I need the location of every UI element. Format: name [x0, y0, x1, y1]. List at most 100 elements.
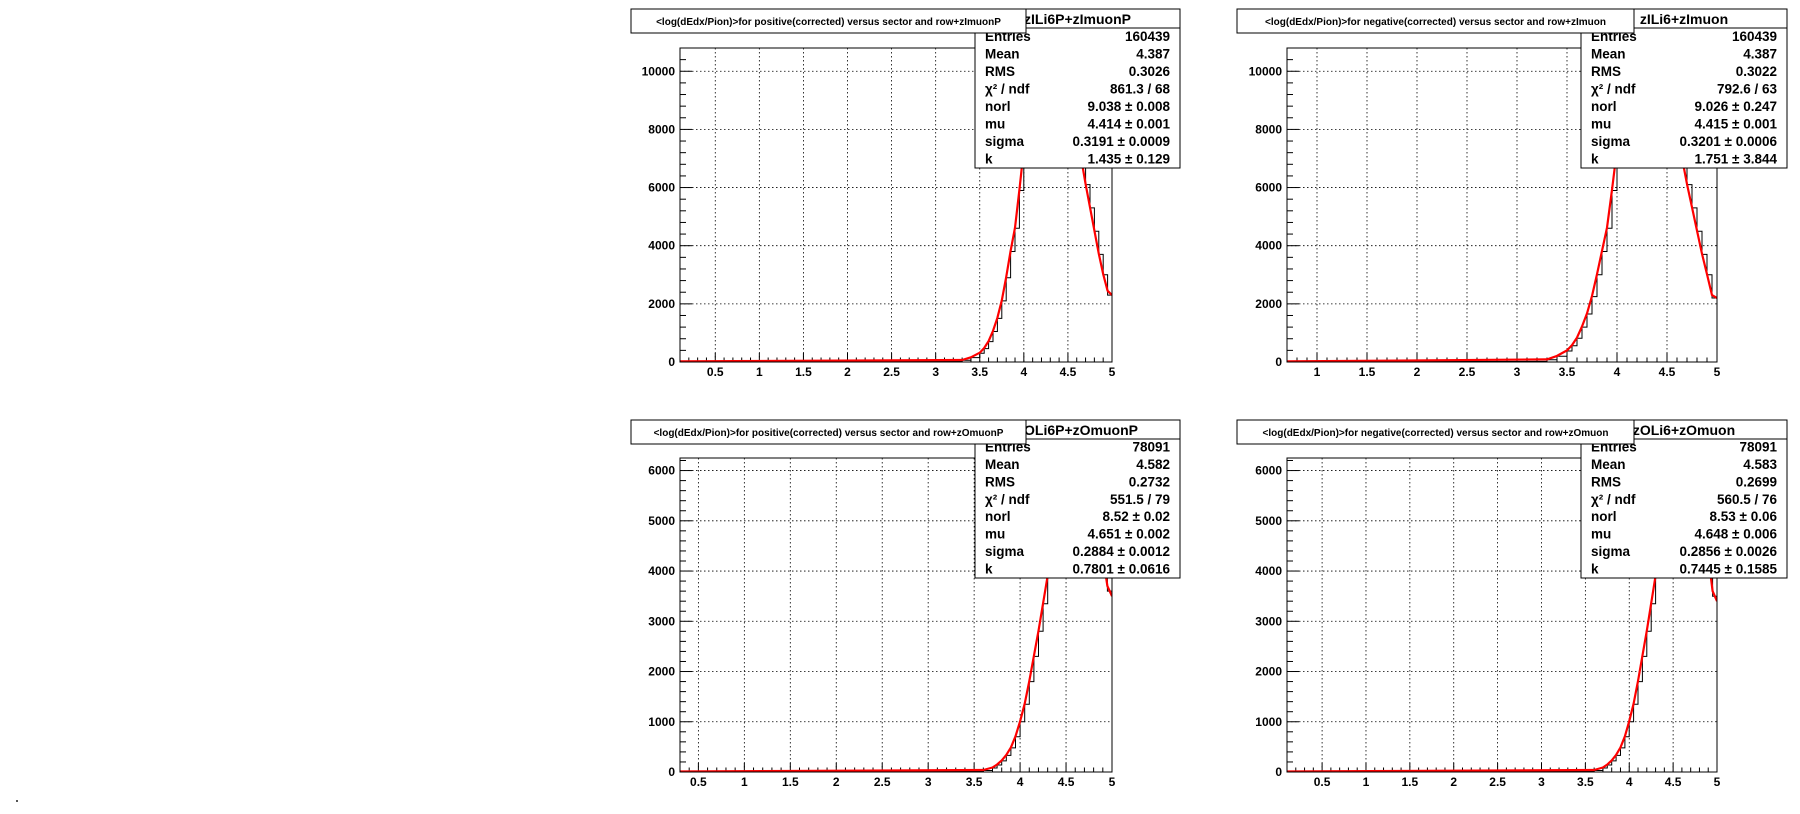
- stats-label: χ² / ndf: [985, 492, 1030, 507]
- chart-title: <log(dEdx/Pion)>for positive(corrected) …: [654, 428, 1004, 439]
- x-tick-label: 3.5: [966, 775, 983, 789]
- stats-value: 560.5 / 76: [1717, 492, 1778, 507]
- stats-label: norl: [1591, 509, 1617, 524]
- x-tick-label: 4.5: [1058, 775, 1075, 789]
- stats-label: RMS: [1591, 64, 1621, 79]
- stats-value: 4.415 ± 0.001: [1695, 116, 1778, 131]
- stats-label: mu: [1591, 527, 1611, 542]
- stats-value: 0.3022: [1736, 64, 1777, 79]
- x-tick-label: 1: [741, 775, 748, 789]
- x-tick-label: 2.5: [874, 775, 891, 789]
- x-tick-label: 4: [1614, 365, 1621, 379]
- chart-panel-4: 0.5 1 1.5 2 2.5 3 3.5 4 4.5 5 0 1000 2000 3000 4000 500…: [1236, 419, 1788, 789]
- stats-value: 9.038 ± 0.008: [1088, 99, 1171, 114]
- y-tick-label: 6000: [648, 464, 675, 478]
- stats-label: χ² / ndf: [1591, 81, 1636, 96]
- canvas-corner-mark: [16, 800, 18, 802]
- title-box: [630, 419, 1027, 445]
- stats-label: RMS: [1591, 474, 1621, 489]
- stats-label: mu: [985, 116, 1005, 131]
- x-tick-label: 5: [1109, 775, 1116, 789]
- y-tick-label: 1000: [648, 715, 675, 729]
- stats-value: 160439: [1732, 29, 1777, 44]
- x-tick-label: 5: [1109, 365, 1116, 379]
- stats-value: 78091: [1739, 440, 1777, 455]
- x-tick-label: 0.5: [707, 365, 724, 379]
- y-tick-label: 4000: [1255, 564, 1282, 578]
- plot-frame: [679, 457, 1113, 773]
- stats-value: 4.387: [1743, 46, 1777, 61]
- stats-value: 0.7445 ± 0.1585: [1680, 561, 1778, 576]
- y-tick-label: 6000: [648, 181, 675, 195]
- stats-label: RMS: [985, 474, 1015, 489]
- stats-label: sigma: [985, 134, 1025, 149]
- stats-value: 0.3191 ± 0.0009: [1073, 134, 1171, 149]
- x-tick-label: 3: [1514, 365, 1521, 379]
- x-tick-label: 2.5: [1489, 775, 1506, 789]
- y-tick-label: 0: [668, 765, 675, 779]
- x-tick-label: 3.5: [971, 365, 988, 379]
- x-tick-label: 5: [1714, 365, 1721, 379]
- stats-value: 792.6 / 63: [1717, 81, 1778, 96]
- stats-label: sigma: [985, 544, 1025, 559]
- stats-label: Mean: [1591, 457, 1626, 472]
- stats-label: Mean: [1591, 46, 1626, 61]
- x-tick-label: 4.5: [1060, 365, 1077, 379]
- stats-value: 4.648 ± 0.006: [1695, 527, 1778, 542]
- chart-title: <log(dEdx/Pion)>for negative(corrected) …: [1263, 428, 1609, 439]
- chart-panel-2: 1 1.5 2 2.5 3 3.5 4 4.5 5 0 2000 4000 6000 8000 10000 z…: [1236, 8, 1788, 379]
- stats-value: 78091: [1132, 440, 1170, 455]
- stats-label: mu: [985, 527, 1005, 542]
- x-tick-label: 2.5: [883, 365, 900, 379]
- x-tick-label: 2: [1450, 775, 1457, 789]
- y-tick-label: 2000: [1255, 665, 1282, 679]
- x-tick-label: 2.5: [1459, 365, 1476, 379]
- stats-label: χ² / ndf: [985, 81, 1030, 96]
- plot-frame: [1286, 47, 1718, 363]
- title-box: [630, 8, 1027, 34]
- x-tick-label: 1.5: [1359, 365, 1376, 379]
- y-tick-label: 5000: [648, 514, 675, 528]
- y-tick-label: 2000: [648, 297, 675, 311]
- stats-label: Mean: [985, 46, 1020, 61]
- y-tick-label: 4000: [648, 564, 675, 578]
- stats-value: 0.3201 ± 0.0006: [1680, 134, 1778, 149]
- stats-label: k: [1591, 561, 1599, 576]
- stats-label: RMS: [985, 64, 1015, 79]
- stats-label: norl: [985, 99, 1011, 114]
- stats-label: k: [1591, 151, 1599, 166]
- x-tick-label: 4: [1626, 775, 1633, 789]
- y-tick-label: 6000: [1255, 464, 1282, 478]
- y-tick-label: 3000: [1255, 614, 1282, 628]
- y-tick-label: 3000: [648, 614, 675, 628]
- x-tick-label: 1.5: [782, 775, 799, 789]
- stats-box: [1580, 419, 1788, 579]
- stats-value: 8.52 ± 0.02: [1103, 509, 1170, 524]
- title-box: [1236, 8, 1635, 34]
- stats-value: 861.3 / 68: [1110, 81, 1171, 96]
- stats-value: 4.651 ± 0.002: [1088, 527, 1170, 542]
- y-tick-label: 1000: [1255, 715, 1282, 729]
- x-tick-label: 3.5: [1559, 365, 1576, 379]
- stats-value: 4.582: [1136, 457, 1170, 472]
- stats-value: 9.026 ± 0.247: [1695, 99, 1777, 114]
- chart-title: <log(dEdx/Pion)>for negative(corrected) …: [1265, 17, 1606, 28]
- stats-label: k: [985, 561, 993, 576]
- stats-title: zOLi6+zOmuon: [1633, 422, 1735, 438]
- x-tick-label: 4: [1020, 365, 1027, 379]
- y-tick-label: 8000: [1255, 122, 1282, 136]
- stats-value: 0.2732: [1129, 474, 1170, 489]
- stats-value: 551.5 / 79: [1110, 492, 1170, 507]
- stats-label: χ² / ndf: [1591, 492, 1636, 507]
- stats-label: norl: [985, 509, 1011, 524]
- x-tick-label: 3: [925, 775, 932, 789]
- x-tick-label: 1: [1314, 365, 1321, 379]
- x-tick-label: 3.5: [1577, 775, 1594, 789]
- y-tick-label: 5000: [1255, 514, 1282, 528]
- stats-label: mu: [1591, 116, 1611, 131]
- stats-value: 8.53 ± 0.06: [1710, 509, 1778, 524]
- plot-frame: [679, 47, 1113, 363]
- stats-value: 0.3026: [1129, 64, 1171, 79]
- y-tick-label: 10000: [1249, 64, 1283, 78]
